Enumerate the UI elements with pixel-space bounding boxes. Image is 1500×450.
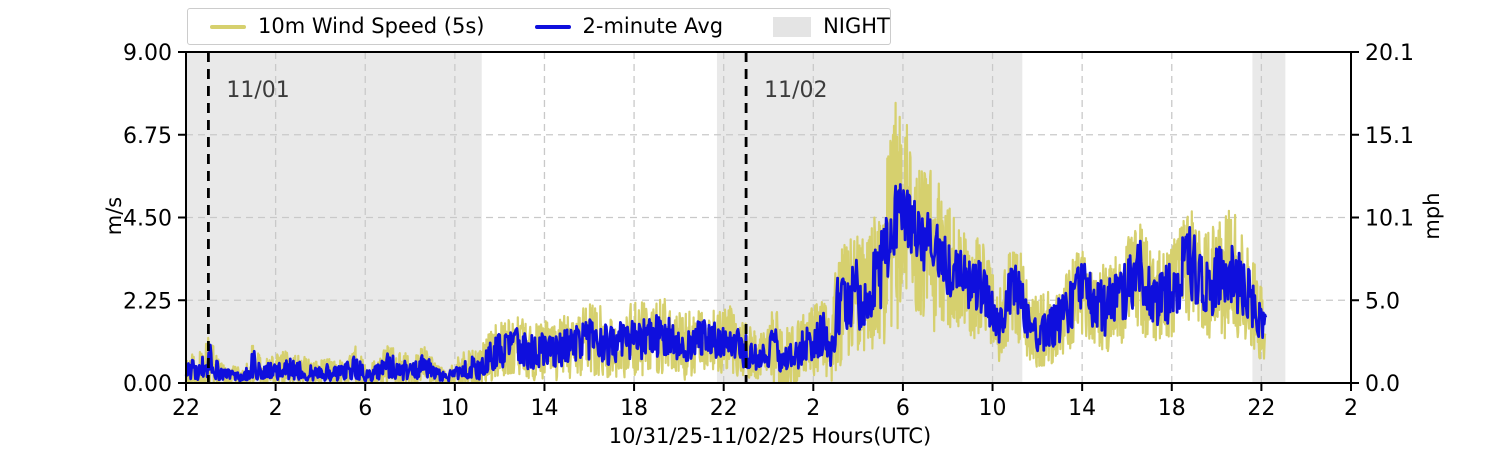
y-tick-label-right: 10.1 <box>1365 207 1414 232</box>
x-tick-label: 18 <box>620 396 648 421</box>
x-tick-label: 2 <box>806 396 820 421</box>
y-tick-label-left: 0.00 <box>123 372 172 397</box>
y-tick-label-left: 2.25 <box>123 289 172 314</box>
day-marker-label: 11/01 <box>226 78 289 103</box>
x-tick-label: 6 <box>358 396 372 421</box>
x-tick-label: 14 <box>530 396 558 421</box>
day-marker-label: 11/02 <box>764 78 827 103</box>
x-tick-label: 6 <box>896 396 910 421</box>
x-axis-label: 10/31/25-11/02/25 Hours(UTC) <box>608 424 932 448</box>
y-tick-label-right: 20.1 <box>1365 41 1414 66</box>
legend-item-raw: 10m Wind Speed (5s) <box>210 16 485 37</box>
legend: 10m Wind Speed (5s) 2-minute Avg NIGHT <box>187 8 891 45</box>
x-tick-label: 10 <box>441 396 469 421</box>
x-tick-label: 2 <box>269 396 283 421</box>
x-tick-label: 14 <box>1068 396 1096 421</box>
y-tick-label-left: 4.50 <box>123 207 172 232</box>
legend-item-night: NIGHT <box>773 16 890 37</box>
avg-wind-series-line <box>184 183 1268 384</box>
legend-label-raw: 10m Wind Speed (5s) <box>258 14 485 38</box>
night-swatch-icon <box>773 16 812 37</box>
y-tick-label-left: 6.75 <box>123 124 172 149</box>
x-tick-label: 22 <box>172 396 200 421</box>
y-axis-label-left: m/s <box>102 196 126 236</box>
legend-label-avg: 2-minute Avg <box>582 14 724 38</box>
x-tick-label: 22 <box>710 396 738 421</box>
y-tick-label-right: 0.0 <box>1365 372 1400 397</box>
x-tick-label: 2 <box>1344 396 1358 421</box>
y-tick-label-left: 9.00 <box>123 41 172 66</box>
avg-series-swatch-icon <box>534 24 571 29</box>
x-tick-label: 22 <box>1247 396 1275 421</box>
y-tick-label-right: 15.1 <box>1365 124 1414 149</box>
raw-series-swatch-icon <box>210 24 246 29</box>
y-tick-label-right: 5.0 <box>1365 289 1400 314</box>
x-tick-label: 10 <box>979 396 1007 421</box>
legend-label-night: NIGHT <box>823 14 890 38</box>
y-axis-label-right: mph <box>1420 192 1444 240</box>
legend-item-avg: 2-minute Avg <box>534 14 724 38</box>
x-tick-label: 18 <box>1158 396 1186 421</box>
